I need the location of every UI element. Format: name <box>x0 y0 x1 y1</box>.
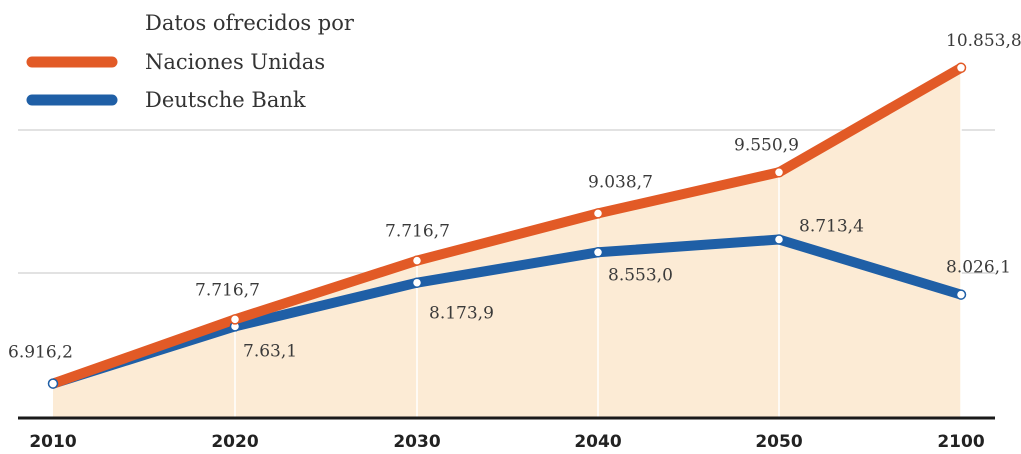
data-label: 9.038,7 <box>588 172 653 192</box>
data-label: 6.916,2 <box>8 343 73 363</box>
data-point <box>231 315 240 324</box>
legend: Datos ofrecidos por Naciones Unidas Deutsc… <box>32 11 355 112</box>
data-point <box>49 379 58 388</box>
data-label: 7.63,1 <box>243 341 297 361</box>
x-tick-label: 2040 <box>574 432 621 452</box>
legend-label: Naciones Unidas <box>145 50 325 74</box>
data-point <box>413 256 422 265</box>
data-label: 8.713,4 <box>799 216 864 236</box>
x-tick-label: 2020 <box>211 432 258 452</box>
data-point <box>957 290 966 299</box>
data-label: 8.026,1 <box>946 258 1011 278</box>
data-label: 7.716,7 <box>385 222 450 242</box>
x-tick-label: 2030 <box>393 432 440 452</box>
data-point <box>594 209 603 218</box>
data-label: 8.553,0 <box>608 265 673 285</box>
data-label: 9.550,9 <box>734 135 799 155</box>
x-tick-label: 2010 <box>29 432 76 452</box>
data-label: 7.716,7 <box>195 280 260 300</box>
x-tick-label: 2050 <box>755 432 802 452</box>
legend-label: Deutsche Bank <box>145 88 306 112</box>
data-label: 10.853,8 <box>946 31 1021 51</box>
data-point <box>775 168 784 177</box>
data-label: 8.173,9 <box>429 304 494 324</box>
data-point <box>413 278 422 287</box>
x-tick-labels: 2010 2020 2030 2040 2050 2100 <box>29 432 984 452</box>
x-tick-label: 2100 <box>937 432 984 452</box>
legend-heading: Datos ofrecidos por <box>145 11 355 35</box>
area-fill <box>53 68 961 417</box>
data-point <box>775 235 784 244</box>
data-point <box>957 63 966 72</box>
data-point <box>594 248 603 257</box>
